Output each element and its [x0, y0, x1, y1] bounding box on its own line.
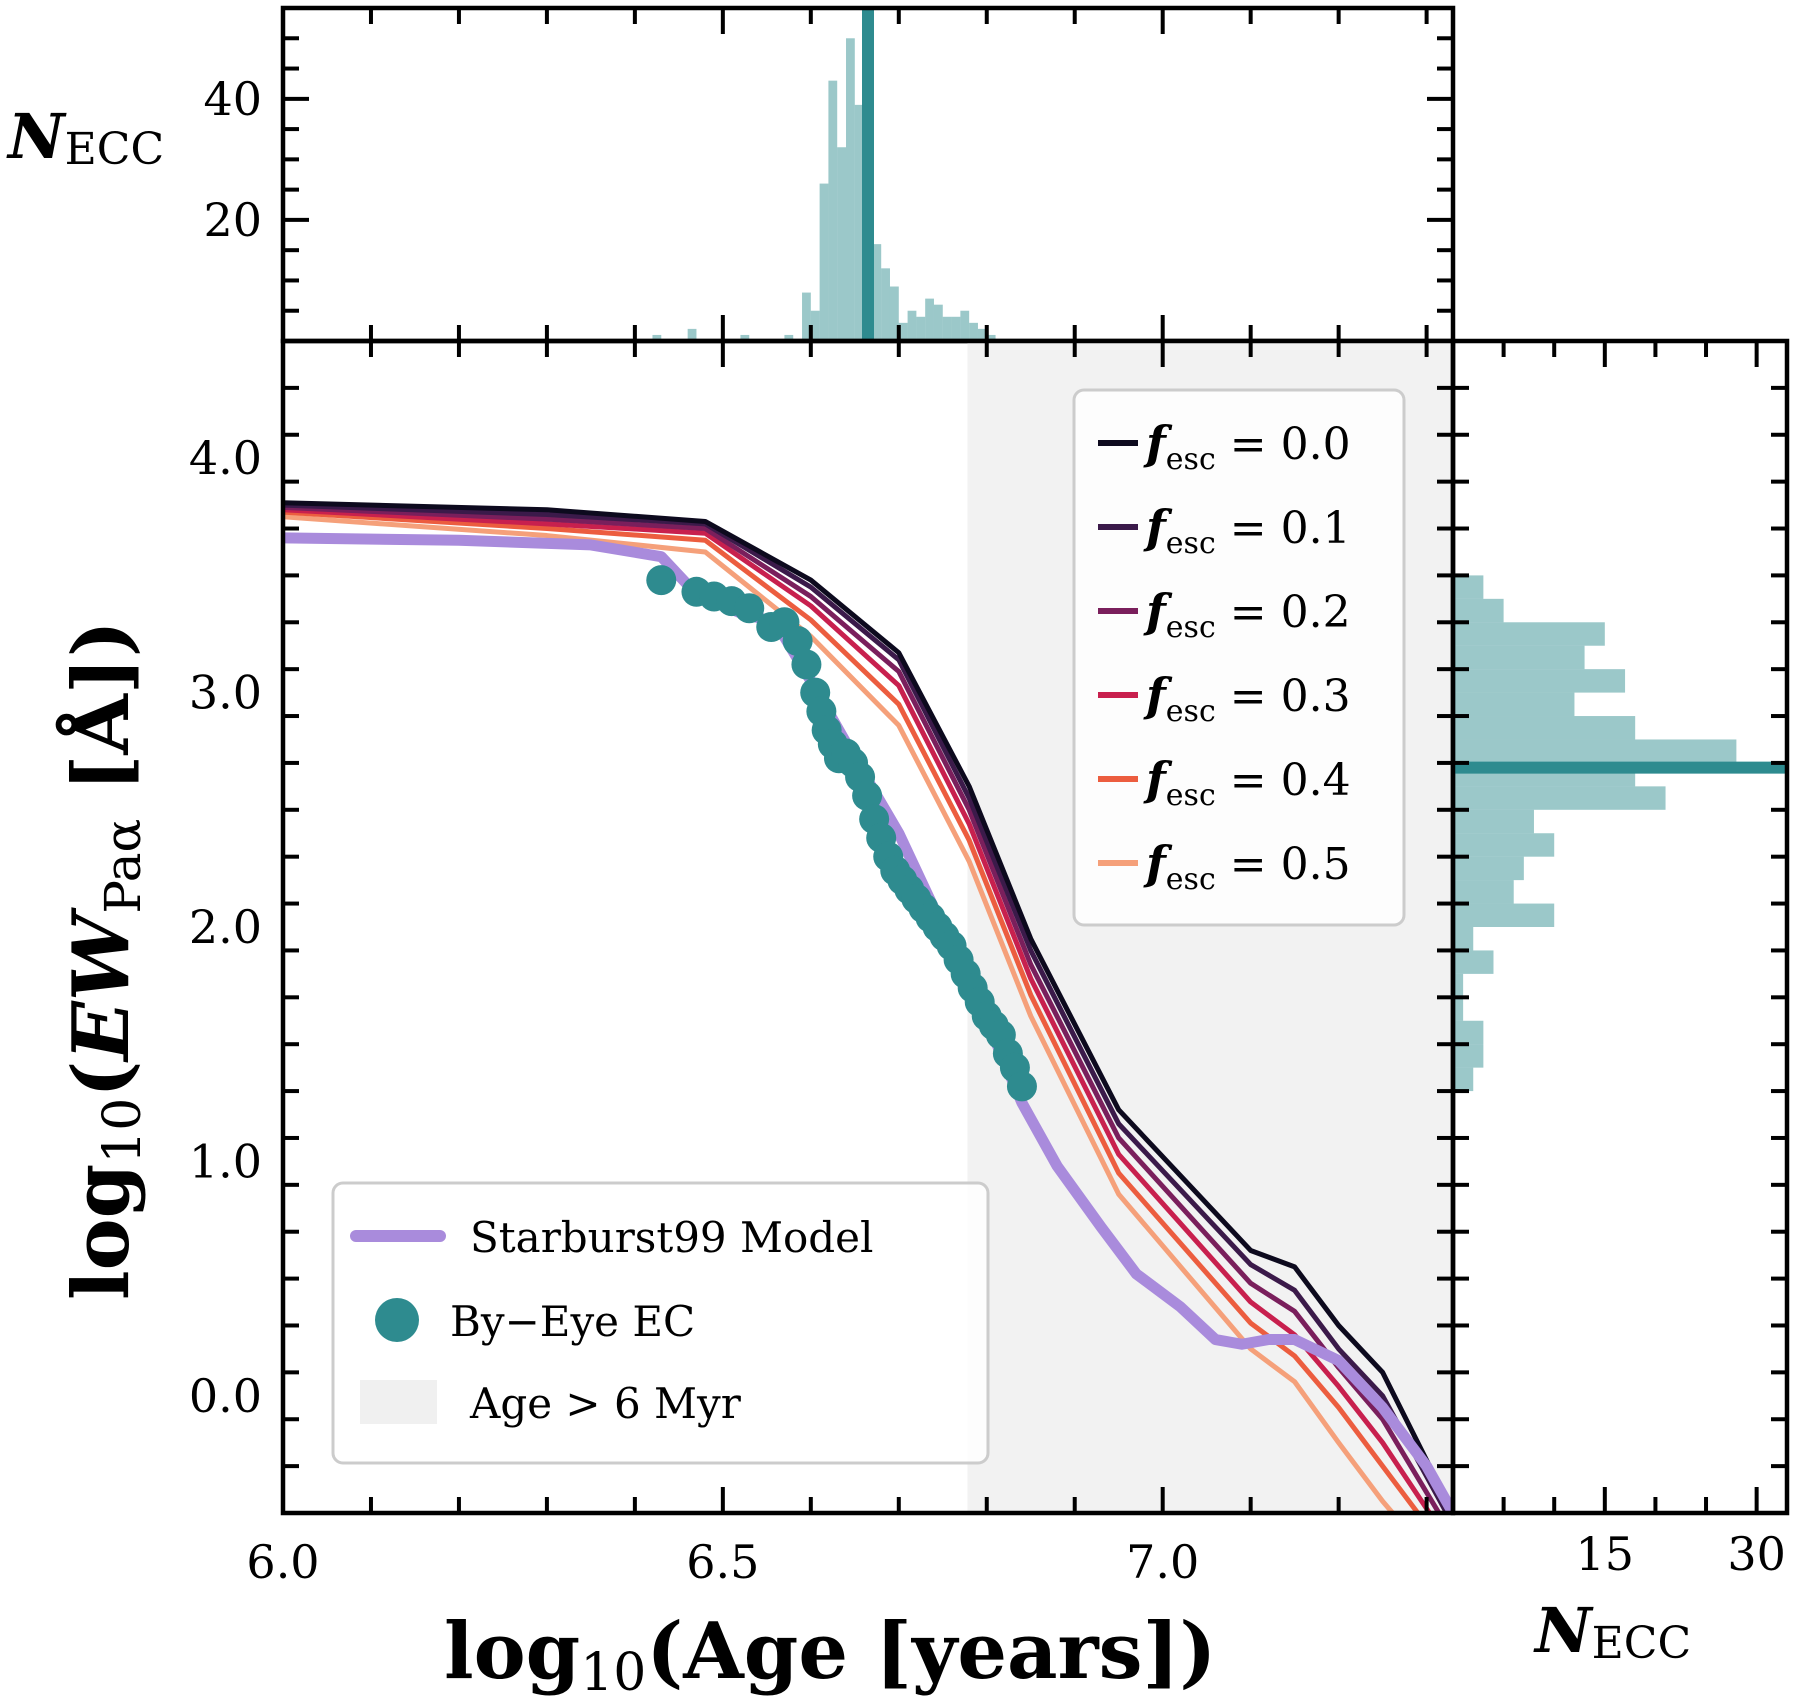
- top-ytick-label: 40: [203, 72, 262, 126]
- main-ylabel: log10(EWPaα [Å]): [55, 620, 153, 1300]
- top-hist-bar: [969, 322, 978, 341]
- fesc-legend-label-0: fesc = 0.0: [1143, 416, 1351, 477]
- legend-age-label: Age > 6 Myr: [469, 1379, 742, 1428]
- top-hist-bar: [652, 334, 662, 341]
- by-eye-point: [646, 565, 677, 596]
- top-ytick-label: 20: [203, 193, 262, 247]
- main-ytick-label: 0.0: [189, 1369, 262, 1423]
- top-hist-bar: [819, 183, 829, 341]
- main-xtick-label: 6.0: [246, 1535, 319, 1589]
- right-histogram: 15 30 NECC: [1450, 338, 1790, 1669]
- main-ytick-label: 1.0: [189, 1134, 262, 1188]
- fesc-legend-box: [1072, 388, 1406, 927]
- top-hist-bar: [960, 310, 970, 341]
- top-hist-bar: [951, 316, 961, 341]
- top-hist-bar: [925, 298, 934, 341]
- right-xlabel: NECC: [1533, 1594, 1691, 1669]
- model-legend-box: [331, 1181, 990, 1465]
- top-hist-bar: [828, 80, 838, 341]
- top-hist-bar: [898, 322, 908, 341]
- top-hist-bar: [986, 334, 996, 341]
- right-hist-bar: [1453, 880, 1514, 904]
- top-ylabel: NECC: [6, 100, 164, 175]
- fesc-legend-label-2: fesc = 0.2: [1143, 584, 1351, 645]
- top-hist-bar: [854, 104, 864, 341]
- right-hist-bar: [1453, 997, 1464, 1021]
- main-xlabel: log10(Age [years]): [444, 1606, 1216, 1703]
- top-hist-bar: [837, 147, 847, 341]
- main-ytick-label: 3.0: [189, 666, 262, 720]
- right-hist-bar: [1453, 645, 1585, 670]
- fesc-line-3: [283, 507, 1433, 1513]
- legend-starburst-label: Starburst99 Model: [470, 1213, 873, 1262]
- top-hist-bar: [846, 38, 855, 341]
- main-plot: 6.0 6.5 7.0 0.0 1.0 2.0 3.0 4.0 log10(Age [yea…: [55, 338, 1456, 1703]
- top-histogram: 20 40 NECC: [6, 5, 1456, 344]
- main-xtick-label: 6.5: [686, 1535, 759, 1589]
- main-ytick-label: 4.0: [189, 431, 262, 485]
- right-hist-bar: [1453, 927, 1474, 951]
- by-eye-point: [1006, 1071, 1037, 1102]
- model-legend: Starburst99 Model By−Eye EC Age > 6 Myr: [331, 1181, 990, 1465]
- fesc-line-5: [283, 514, 1396, 1513]
- right-hist-bar: [1453, 786, 1666, 810]
- top-hist-bar: [942, 316, 952, 341]
- legend-byeye-swatch: [375, 1298, 419, 1342]
- fesc-legend-label-4: fesc = 0.4: [1143, 752, 1351, 813]
- legend-age-swatch: [360, 1380, 437, 1424]
- right-hist-bar: [1453, 950, 1494, 974]
- by-eye-point: [852, 780, 883, 811]
- right-hist-bar: [1453, 1020, 1484, 1045]
- right-hist-bar: [1453, 598, 1504, 623]
- top-hist-bar: [881, 268, 890, 341]
- right-hist-bar: [1453, 833, 1555, 857]
- right-hist-bar: [1453, 856, 1524, 881]
- right-hist-bar: [1453, 669, 1626, 693]
- top-hist-bar: [784, 334, 794, 341]
- right-histogram-frame: [1450, 338, 1790, 1516]
- right-hist-bar: [1453, 622, 1605, 646]
- right-hist-bar: [1453, 973, 1464, 998]
- legend-byeye-label: By−Eye EC: [450, 1297, 695, 1346]
- fesc-legend-label-5: fesc = 0.5: [1143, 836, 1351, 897]
- main-ytick-label: 2.0: [189, 900, 262, 954]
- fesc-legend-label-3: fesc = 0.3: [1143, 668, 1351, 729]
- fesc-line-0: [283, 500, 1453, 1513]
- right-hist-bar: [1453, 1067, 1474, 1092]
- right-hist-bar: [1453, 1044, 1484, 1068]
- fesc-line-4: [283, 509, 1421, 1513]
- top-hist-bar: [687, 328, 697, 341]
- top-hist-bar: [933, 304, 943, 341]
- right-hist-bar: [1453, 809, 1534, 834]
- right-hist-bar: [1453, 575, 1484, 599]
- top-hist-bar: [802, 292, 811, 341]
- top-hist-bar: [977, 328, 987, 341]
- by-eye-point: [791, 649, 822, 680]
- top-hist-bar: [810, 310, 820, 341]
- top-hist-bar: [872, 244, 882, 341]
- top-hist-bar: [740, 334, 750, 341]
- main-xtick-label: 7.0: [1126, 1535, 1199, 1589]
- top-hist-bar: [916, 316, 926, 341]
- right-hist-bar: [1453, 739, 1737, 763]
- right-hist-bar: [1453, 903, 1555, 927]
- right-xtick-label: 15: [1576, 1527, 1635, 1581]
- right-hist-bar: [1453, 692, 1575, 717]
- top-hist-bar: [907, 310, 917, 341]
- top-hist-bar: [889, 286, 899, 341]
- by-eye-point: [782, 626, 813, 657]
- by-eye-point: [734, 593, 765, 624]
- fesc-legend-label-1: fesc = 0.1: [1143, 500, 1351, 561]
- right-hist-bar: [1453, 716, 1636, 740]
- right-xtick-label: 30: [1727, 1527, 1786, 1581]
- fesc-legend: fesc = 0.0 fesc = 0.1 fesc = 0.2 fesc = 0.3…: [1072, 388, 1406, 927]
